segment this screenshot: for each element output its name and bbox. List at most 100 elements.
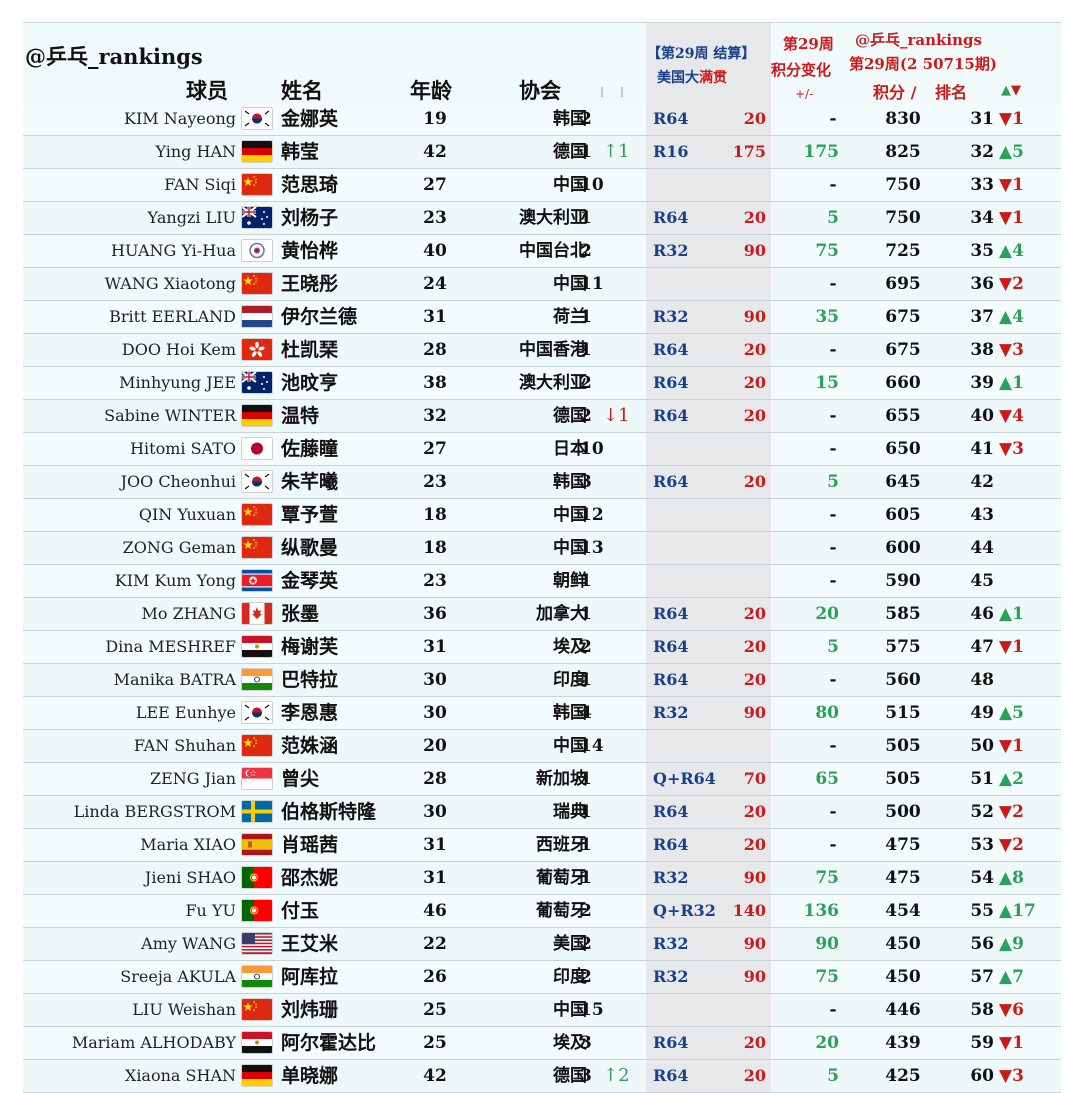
world-rank: 44 (970, 538, 994, 558)
world-rank: 59 (970, 1033, 994, 1053)
total-points: 575 (885, 637, 921, 657)
hk-flag-icon (241, 338, 273, 361)
event-round: R64 (653, 406, 689, 425)
total-points: 605 (885, 505, 921, 525)
cn-flag-icon (241, 998, 273, 1021)
player-association: 韩国 (553, 472, 587, 492)
row-background (23, 466, 1061, 498)
player-name-cn: 黄怡桦 (281, 240, 339, 262)
event-points: 90 (743, 967, 766, 986)
points-change: - (829, 505, 837, 525)
player-age: 36 (423, 604, 447, 624)
player-association: 中国 (553, 538, 587, 558)
event-round: R64 (653, 1066, 689, 1085)
rank-trend: ▲4 (999, 241, 1024, 261)
rank-trend: ▼2 (999, 802, 1024, 822)
event-column-shade (646, 103, 771, 135)
points-change: 20 (815, 1033, 839, 1053)
event-column-shade (646, 301, 771, 333)
total-points: 585 (885, 604, 921, 624)
player-name-cn: 李恩惠 (281, 702, 339, 724)
player-age: 31 (423, 307, 447, 327)
event-subtitle: 美国大满贯 (657, 67, 727, 87)
player-name-en: KIM Kum Yong (114, 571, 236, 590)
row-background (23, 664, 1061, 696)
player-name-en: Mariam ALHODABY (71, 1033, 236, 1052)
world-rank: 55 (970, 901, 994, 921)
player-name-cn: 范思琦 (281, 174, 339, 196)
total-points: 505 (885, 736, 921, 756)
event-round: R64 (653, 835, 689, 854)
player-name-cn: 刘杨子 (281, 207, 339, 229)
row-background (23, 862, 1061, 894)
association-rank: 15 (580, 1000, 604, 1020)
jp-flag-icon (241, 437, 273, 460)
rank-handle: @乒乓_rankings (855, 31, 982, 49)
total-points: 830 (885, 109, 921, 129)
rank-trend: ▼1 (999, 175, 1024, 195)
table-row: FAN Shuhan 范姝涵 20 中国 14 - 505 50 ▼1 (23, 730, 1061, 763)
player-name-en: Amy WANG (141, 934, 236, 953)
table-row: Mariam ALHODABY 阿尔霍达比 25 埃及 3 R64 20 20 439 59 ▼1 (23, 1027, 1061, 1060)
rank-trend: ▼2 (999, 835, 1024, 855)
association-rank: 3 (580, 1033, 592, 1053)
col-trend: ▲▼ (1001, 83, 1021, 98)
player-association: 加拿大 (536, 604, 587, 624)
player-name-en: Yangzi LIU (147, 208, 236, 227)
row-background (23, 928, 1061, 960)
player-age: 25 (423, 1000, 447, 1020)
world-rank: 45 (970, 571, 994, 591)
world-rank: 50 (970, 736, 994, 756)
points-change: - (829, 835, 837, 855)
table-row: Britt EERLAND 伊尔兰德 31 荷兰 1 R32 90 35 675 37 ▲4 (23, 301, 1061, 334)
col-trend-text: ▲▼ (1001, 83, 1021, 98)
player-age: 22 (423, 934, 447, 954)
player-age: 32 (423, 406, 447, 426)
table-row: Fu YU 付玉 46 葡萄牙 2 Q+R32 140 136 454 55 ▲17 (23, 895, 1061, 928)
player-association: 韩国 (553, 703, 587, 723)
event-points: 20 (743, 1066, 766, 1085)
player-name-cn: 单晓娜 (281, 1065, 339, 1087)
event-points: 20 (743, 373, 766, 392)
association-rank: 1 (580, 769, 592, 789)
event-column-shade (646, 367, 771, 399)
event-points: 90 (743, 703, 766, 722)
player-association: 葡萄牙 (536, 868, 587, 888)
rank-trend: ▲5 (999, 142, 1024, 162)
player-name-cn: 张墨 (281, 603, 320, 625)
rank-trend: ▼1 (999, 208, 1024, 228)
event-title: 【第29周 结算】 (647, 43, 755, 63)
event-column-shade (646, 466, 771, 498)
rank-trend: ▲2 (999, 769, 1024, 789)
world-rank: 31 (970, 109, 994, 129)
total-points: 825 (885, 142, 921, 162)
row-background (23, 202, 1061, 234)
table-body: KIM Nayeong 金娜英 19 韩国 2 R64 20-830 31 ▼1 Ying HAN… (23, 103, 1061, 1093)
world-rank: 40 (970, 406, 994, 426)
world-rank: 32 (970, 142, 994, 162)
player-association: 印度 (553, 967, 587, 987)
rank-trend: ▼6 (999, 1000, 1024, 1020)
player-association: 韩国 (553, 109, 587, 129)
points-change: 5 (827, 208, 839, 228)
rank-trend: ▲9 (999, 934, 1024, 954)
points-change: - (829, 736, 837, 756)
total-points: 695 (885, 274, 921, 294)
player-association: 葡萄牙 (536, 901, 587, 921)
player-name-cn: 曾尖 (281, 768, 320, 790)
player-name-cn: 金娜英 (281, 108, 339, 130)
world-rank: 36 (970, 274, 994, 294)
table-row: JOO Cheonhui 朱芊曦 23 韩国 3 R64 20 5 645 42 (23, 466, 1061, 499)
eg-flag-icon (241, 635, 273, 658)
in-flag-icon (241, 965, 273, 988)
row-background (23, 499, 1061, 531)
event-column-shade (646, 565, 771, 597)
total-points: 475 (885, 868, 921, 888)
event-round: R32 (653, 934, 689, 953)
row-background (23, 730, 1061, 762)
change-title-1: 第29周 (783, 35, 834, 53)
player-name-en: Mo ZHANG (141, 604, 236, 623)
rankings-table: @乒乓_rankings 球员 姓名 年龄 协会 【第29周 结算】 美国大满贯… (23, 22, 1061, 1093)
player-age: 40 (423, 241, 447, 261)
row-background (23, 829, 1061, 861)
